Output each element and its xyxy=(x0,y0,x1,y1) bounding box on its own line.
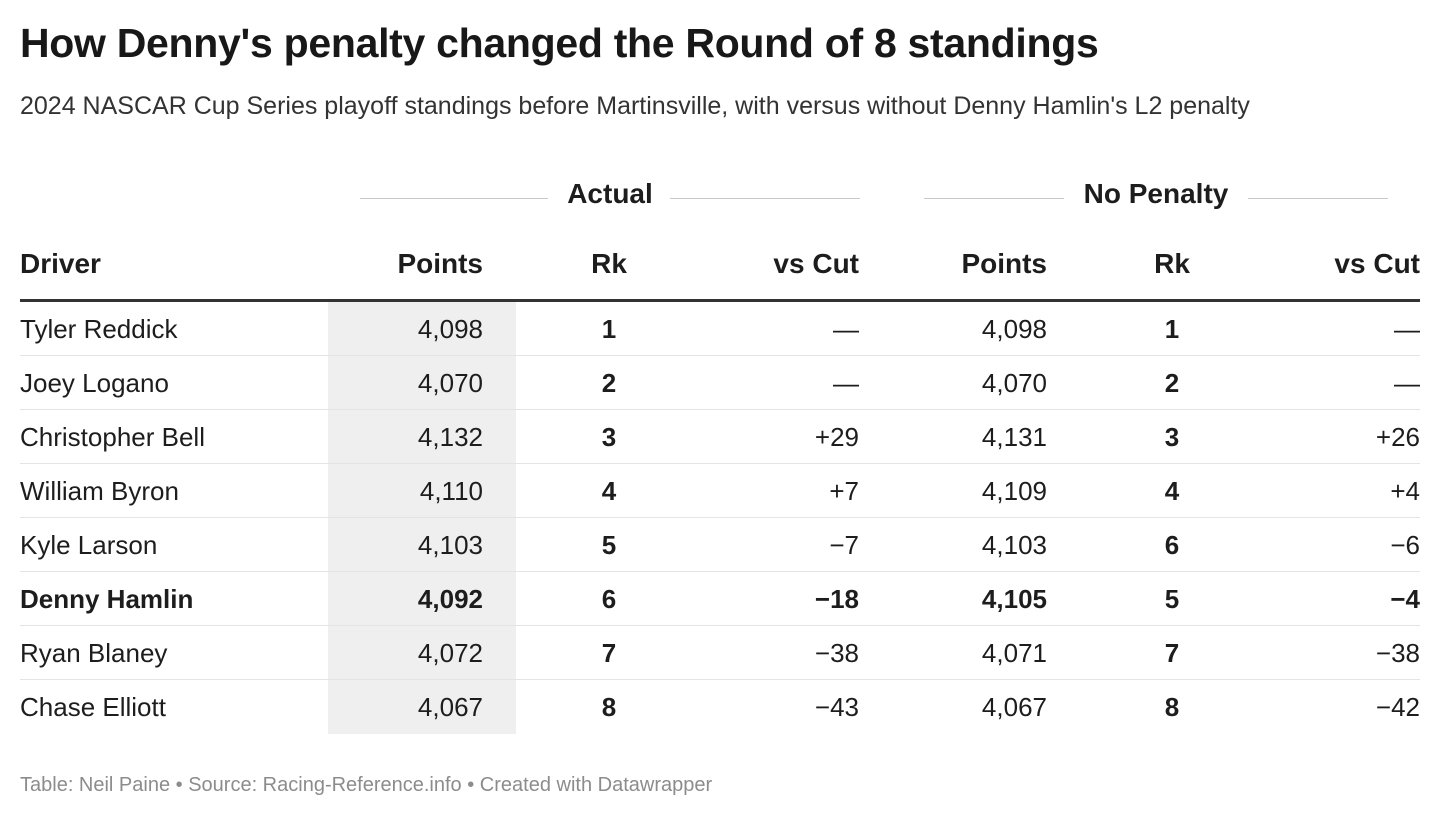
standings-table-body: Tyler Reddick 4,098 1 — 4,098 1 — Joey L… xyxy=(20,302,1420,734)
group-header-actual: Actual xyxy=(360,178,860,218)
actual-points: 4,072 xyxy=(417,638,483,668)
actual-points: 4,103 xyxy=(417,530,483,560)
actual-rank: 4 xyxy=(601,476,617,506)
actual-rank: 3 xyxy=(601,422,617,452)
no-penalty-vs-cut: — xyxy=(1394,368,1420,398)
footer-credits: Table: Neil Paine • Source: Racing-Refer… xyxy=(20,774,713,796)
no-penalty-points: 4,105 xyxy=(981,584,1047,614)
table-row: William Byron 4,110 4 +7 4,109 4 +4 xyxy=(20,464,1420,518)
table-row: Christopher Bell 4,132 3 +29 4,131 3 +26 xyxy=(20,410,1420,464)
actual-points: 4,110 xyxy=(419,476,483,506)
no-penalty-vs-cut: −4 xyxy=(1390,584,1420,614)
actual-points: 4,070 xyxy=(417,368,483,398)
no-penalty-points: 4,131 xyxy=(981,422,1047,452)
no-penalty-points: 4,070 xyxy=(981,368,1047,398)
group-label-no-penalty: No Penalty xyxy=(1083,178,1229,209)
column-header-actual-rk[interactable]: Rk xyxy=(591,248,627,279)
group-rule-right xyxy=(1248,198,1388,199)
column-header-np-vs-cut[interactable]: vs Cut xyxy=(1334,248,1420,279)
actual-rank: 1 xyxy=(601,314,617,344)
driver-name: Joey Logano xyxy=(20,368,169,398)
column-header-np-points[interactable]: Points xyxy=(961,248,1047,279)
no-penalty-vs-cut: −38 xyxy=(1375,638,1420,668)
actual-rank: 6 xyxy=(601,584,617,614)
driver-name: Denny Hamlin xyxy=(20,584,194,614)
no-penalty-vs-cut: −42 xyxy=(1375,692,1420,722)
driver-name: Christopher Bell xyxy=(20,422,205,452)
group-rule-right xyxy=(670,198,860,199)
actual-points: 4,132 xyxy=(417,422,483,452)
group-rule-left xyxy=(360,198,548,199)
column-header-np-rk[interactable]: Rk xyxy=(1154,248,1190,279)
driver-name: Chase Elliott xyxy=(20,692,166,722)
column-header-actual-points[interactable]: Points xyxy=(397,248,483,279)
no-penalty-points: 4,103 xyxy=(981,530,1047,560)
no-penalty-vs-cut: +4 xyxy=(1390,476,1420,506)
actual-rank: 2 xyxy=(601,368,617,398)
actual-points: 4,067 xyxy=(417,692,483,722)
group-rule-left xyxy=(924,198,1064,199)
actual-points: 4,098 xyxy=(417,314,483,344)
actual-vs-cut: −18 xyxy=(814,584,859,614)
actual-vs-cut: +7 xyxy=(829,476,859,506)
actual-vs-cut: −43 xyxy=(814,692,859,722)
no-penalty-rank: 6 xyxy=(1164,530,1180,560)
column-header-actual-vs-cut[interactable]: vs Cut xyxy=(773,248,859,279)
no-penalty-rank: 3 xyxy=(1164,422,1180,452)
actual-vs-cut: +29 xyxy=(814,422,859,452)
no-penalty-rank: 5 xyxy=(1164,584,1180,614)
driver-name: Tyler Reddick xyxy=(20,314,178,344)
actual-rank: 8 xyxy=(601,692,617,722)
group-header-no-penalty: No Penalty xyxy=(924,178,1388,218)
actual-vs-cut: −38 xyxy=(814,638,859,668)
actual-vs-cut: −7 xyxy=(829,530,859,560)
driver-name: William Byron xyxy=(20,476,179,506)
page-title: How Denny's penalty changed the Round of… xyxy=(20,20,1099,66)
no-penalty-rank: 7 xyxy=(1164,638,1180,668)
no-penalty-rank: 2 xyxy=(1164,368,1180,398)
driver-name: Kyle Larson xyxy=(20,530,158,560)
actual-points: 4,092 xyxy=(417,584,483,614)
actual-rank: 5 xyxy=(601,530,617,560)
no-penalty-points: 4,071 xyxy=(981,638,1047,668)
no-penalty-vs-cut: −6 xyxy=(1390,530,1420,560)
table-row: Tyler Reddick 4,098 1 — 4,098 1 — xyxy=(20,302,1420,356)
no-penalty-rank: 8 xyxy=(1164,692,1180,722)
column-header-driver[interactable]: Driver xyxy=(20,248,101,279)
actual-vs-cut: — xyxy=(833,368,859,398)
no-penalty-rank: 1 xyxy=(1164,314,1180,344)
no-penalty-rank: 4 xyxy=(1164,476,1180,506)
actual-rank: 7 xyxy=(601,638,617,668)
header-divider xyxy=(20,299,1420,302)
no-penalty-vs-cut: +26 xyxy=(1375,422,1420,452)
table-row: Joey Logano 4,070 2 — 4,070 2 — xyxy=(20,356,1420,410)
driver-name: Ryan Blaney xyxy=(20,638,168,668)
actual-points-column-shade xyxy=(328,302,516,734)
no-penalty-vs-cut: — xyxy=(1394,314,1420,344)
table-row: Kyle Larson 4,103 5 −7 4,103 6 −6 xyxy=(20,518,1420,572)
table-row: Chase Elliott 4,067 8 −43 4,067 8 −42 xyxy=(20,680,1420,734)
table-row: Ryan Blaney 4,072 7 −38 4,071 7 −38 xyxy=(20,626,1420,680)
no-penalty-points: 4,109 xyxy=(981,476,1047,506)
table-row-highlighted: Denny Hamlin 4,092 6 −18 4,105 5 −4 xyxy=(20,572,1420,626)
page-subtitle: 2024 NASCAR Cup Series playoff standings… xyxy=(20,92,1250,120)
actual-vs-cut: — xyxy=(833,314,859,344)
no-penalty-points: 4,067 xyxy=(981,692,1047,722)
group-label-actual: Actual xyxy=(567,178,653,209)
no-penalty-points: 4,098 xyxy=(981,314,1047,344)
